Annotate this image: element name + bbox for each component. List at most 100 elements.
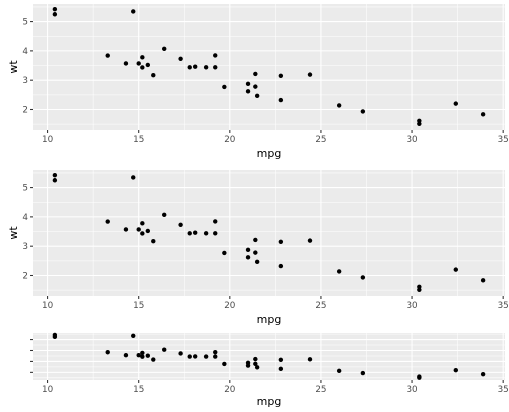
x-tick-label: 15 bbox=[133, 135, 144, 145]
data-point bbox=[151, 239, 156, 244]
data-point bbox=[336, 269, 342, 274]
x-tick-label: 30 bbox=[406, 385, 418, 395]
data-point bbox=[254, 93, 260, 99]
data-point bbox=[151, 73, 156, 78]
data-point bbox=[131, 333, 136, 338]
data-point bbox=[245, 89, 251, 94]
data-point bbox=[192, 230, 198, 235]
x-tick-label: 20 bbox=[224, 135, 236, 145]
data-point bbox=[187, 354, 192, 359]
data-point bbox=[253, 84, 258, 89]
data-point bbox=[105, 219, 110, 224]
data-point bbox=[278, 239, 284, 244]
x-tick-label: 20 bbox=[224, 301, 236, 311]
data-point bbox=[178, 222, 183, 227]
x-tick-label: 20 bbox=[224, 385, 236, 395]
data-point bbox=[203, 354, 209, 359]
y-tick-label: 3 bbox=[22, 76, 28, 86]
points bbox=[52, 6, 486, 126]
x-tick-label: 15 bbox=[133, 301, 144, 311]
data-point bbox=[145, 228, 151, 234]
x-tick-label: 25 bbox=[315, 385, 326, 395]
data-point bbox=[245, 247, 251, 253]
data-point bbox=[192, 354, 198, 359]
data-point bbox=[162, 347, 167, 352]
data-point bbox=[123, 227, 129, 232]
data-point bbox=[192, 64, 198, 69]
data-point bbox=[213, 65, 218, 70]
axes: 10 15 20 25 30 35 2 3 4 5 bbox=[22, 18, 508, 145]
x-axis-title: mpg bbox=[257, 395, 282, 408]
data-point bbox=[203, 231, 209, 236]
data-point bbox=[480, 278, 486, 283]
data-point bbox=[278, 366, 284, 372]
data-point bbox=[307, 357, 313, 362]
data-point bbox=[136, 352, 141, 358]
axes: 10 15 20 25 30 35 2 3 4 5 bbox=[22, 184, 508, 311]
x-axis-title: mpg bbox=[257, 147, 282, 160]
data-point bbox=[52, 6, 58, 12]
data-point bbox=[245, 360, 251, 365]
chart-middle: 10 15 20 25 30 35 2 3 4 5 mpg wt bbox=[7, 170, 509, 326]
points bbox=[52, 172, 486, 292]
data-point bbox=[253, 71, 258, 77]
data-point bbox=[307, 238, 313, 243]
data-point bbox=[253, 250, 258, 255]
y-tick-label: 4 bbox=[22, 213, 28, 223]
data-point bbox=[417, 287, 422, 292]
data-point bbox=[253, 237, 258, 243]
data-point bbox=[140, 231, 145, 236]
data-point bbox=[245, 255, 251, 260]
data-point bbox=[453, 101, 458, 106]
data-point bbox=[52, 12, 58, 17]
points bbox=[52, 332, 486, 380]
x-tick-label: 15 bbox=[133, 385, 144, 395]
y-axis-title: wt bbox=[7, 60, 20, 74]
x-tick-label: 35 bbox=[498, 135, 509, 145]
data-point bbox=[136, 227, 141, 232]
y-tick-label: 5 bbox=[22, 184, 28, 194]
data-point bbox=[253, 356, 258, 362]
y-tick-label: 5 bbox=[22, 18, 28, 28]
x-tick-label: 10 bbox=[42, 301, 54, 311]
data-point bbox=[213, 354, 218, 359]
data-point bbox=[417, 375, 422, 380]
data-point bbox=[480, 371, 486, 377]
x-tick-label: 35 bbox=[498, 385, 509, 395]
data-point bbox=[278, 73, 284, 78]
data-point bbox=[253, 361, 258, 367]
data-point bbox=[453, 367, 458, 373]
chart-top: 10 15 20 25 30 35 2 3 4 5 mpg wt bbox=[7, 4, 509, 160]
data-point bbox=[360, 275, 366, 280]
chart-bottom: 10 15 20 25 30 35 mpg bbox=[30, 332, 509, 408]
gridlines bbox=[33, 170, 505, 296]
data-point bbox=[140, 65, 145, 70]
panel-background bbox=[33, 170, 505, 296]
data-point bbox=[162, 46, 167, 52]
data-point bbox=[453, 267, 458, 272]
data-point bbox=[203, 65, 209, 70]
x-tick-label: 35 bbox=[498, 301, 509, 311]
data-point bbox=[136, 61, 141, 66]
y-tick-label: 4 bbox=[22, 47, 28, 57]
x-tick-label: 25 bbox=[315, 135, 326, 145]
data-point bbox=[278, 357, 284, 362]
data-point bbox=[52, 178, 58, 183]
data-point bbox=[140, 221, 145, 226]
x-tick-label: 30 bbox=[406, 135, 418, 145]
data-point bbox=[336, 103, 342, 108]
data-point bbox=[162, 212, 167, 218]
data-point bbox=[140, 55, 145, 60]
data-point bbox=[417, 121, 422, 126]
data-point bbox=[178, 351, 183, 356]
data-point bbox=[187, 231, 192, 236]
data-point bbox=[52, 172, 58, 178]
data-point bbox=[131, 9, 136, 14]
data-point bbox=[213, 231, 218, 236]
data-point bbox=[360, 370, 366, 376]
x-tick-label: 25 bbox=[315, 301, 326, 311]
data-point bbox=[140, 350, 145, 356]
data-point bbox=[145, 62, 151, 68]
data-point bbox=[278, 263, 284, 269]
